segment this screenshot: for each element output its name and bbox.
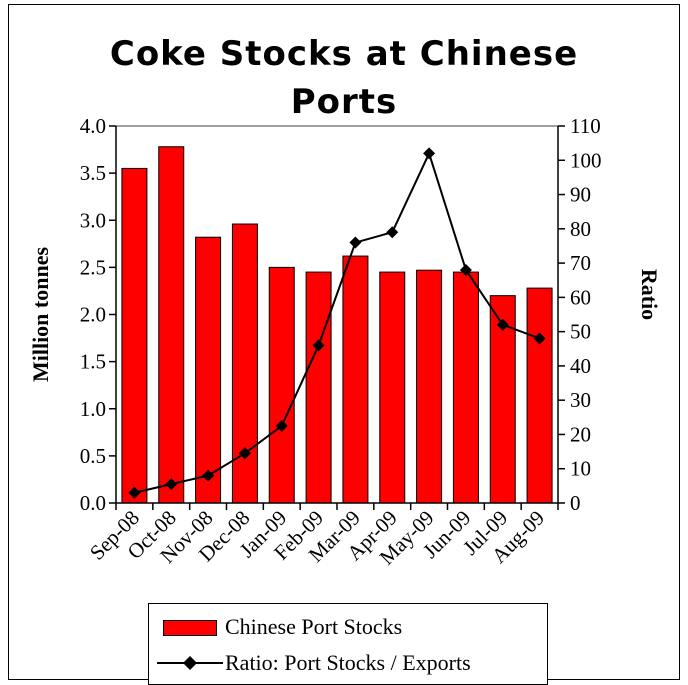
bar-May-09 <box>416 269 443 504</box>
ratio-point-Mar-09 <box>349 236 362 249</box>
ratio-point-Jul-09 <box>496 318 509 331</box>
bar-Nov-08 <box>195 236 222 504</box>
y2-tick-label: 70 <box>570 251 591 275</box>
y-tick-label: 0.5 <box>80 444 106 468</box>
ratio-line <box>134 150 540 494</box>
ratio-point-Oct-08 <box>165 478 178 491</box>
legend: Chinese Port Stocks Ratio: Port Stocks /… <box>148 603 548 685</box>
y2-tick-label: 80 <box>570 217 591 241</box>
bar-Oct-08 <box>158 146 185 504</box>
bar-Mar-09 <box>342 255 369 504</box>
bar-Apr-09 <box>379 271 406 504</box>
bar-Aug-09 <box>526 287 553 504</box>
ratio-point-Sep-08 <box>128 486 141 499</box>
ratio-point-Dec-08 <box>238 447 251 460</box>
y-tick-label: 0.0 <box>80 491 106 515</box>
ratio-point-Jan-09 <box>275 419 288 432</box>
y2-tick-label: 100 <box>570 148 602 172</box>
ratio-point-Jun-09 <box>459 263 472 276</box>
y-tick-label: 2.5 <box>80 255 106 279</box>
bars-layer <box>121 146 553 504</box>
y-tick-label: 4.0 <box>80 114 106 138</box>
ratio-point-Apr-09 <box>386 226 399 239</box>
y2-tick-label: 20 <box>570 422 591 446</box>
legend-label-ratio: Ratio: Port Stocks / Exports <box>225 650 471 675</box>
chart-title: Coke Stocks at Chinese Ports <box>109 34 579 122</box>
bar-Sep-08 <box>121 167 148 504</box>
legend-label-port-stocks: Chinese Port Stocks <box>225 614 403 639</box>
legend-line-swatch <box>157 656 223 670</box>
bar-Dec-08 <box>231 223 258 504</box>
legend-item-ratio: Ratio: Port Stocks / Exports <box>149 648 547 678</box>
y2-tick-label: 0 <box>570 491 581 515</box>
ratio-point-Nov-08 <box>202 469 215 482</box>
y2-tick-label: 50 <box>570 320 591 344</box>
ratio-point-May-09 <box>423 147 436 160</box>
legend-bar-swatch <box>163 620 217 636</box>
y2-tick-label: 10 <box>570 457 591 481</box>
y-tick-label: 3.5 <box>80 161 106 185</box>
y2-tick-label: 30 <box>570 388 591 412</box>
ratio-point-Feb-09 <box>312 339 325 352</box>
y-tick-label: 3.0 <box>80 208 106 232</box>
y2-tick-label: 90 <box>570 183 591 207</box>
y2-tick-label: 60 <box>570 285 591 309</box>
y2-tick-label: 40 <box>570 354 591 378</box>
y-tick-label: 2.0 <box>80 303 106 327</box>
y2-axis-title: Ratio <box>637 269 662 320</box>
y-tick-label: 1.0 <box>80 397 106 421</box>
ratio-point-Aug-09 <box>533 332 546 345</box>
bar-Jan-09 <box>268 266 295 504</box>
y2-tick-label: 110 <box>570 114 601 138</box>
chart-plot: 0.0 0.5 1.0 1.5 2.0 2.5 3.0 3.5 4.0 0 10 20 30 40 50 60… <box>28 114 662 570</box>
bar-Feb-09 <box>305 271 332 504</box>
legend-item-port-stocks: Chinese Port Stocks <box>149 612 547 642</box>
y-axis-title: Million tonnes <box>28 247 53 383</box>
bar-Jun-09 <box>452 271 479 504</box>
y-tick-label: 1.5 <box>80 350 106 374</box>
ratio-line-layer <box>128 147 546 499</box>
